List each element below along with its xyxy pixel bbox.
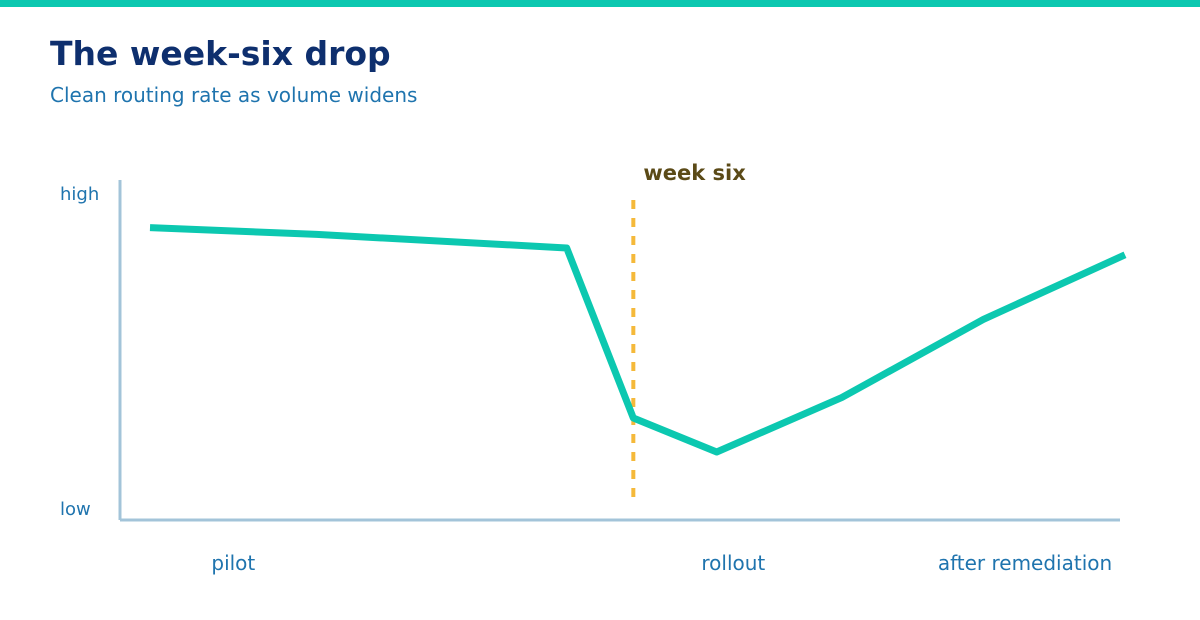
series-line	[149, 224, 1127, 456]
week-six-annotation: week six	[643, 161, 746, 185]
page-title: The week-six drop	[50, 34, 391, 73]
top-accent-bar	[0, 0, 1200, 7]
x-tick-label: pilot	[211, 551, 255, 575]
y-axis-label-low: low	[60, 499, 91, 520]
x-tick-label: rollout	[701, 551, 765, 575]
page-subtitle: Clean routing rate as volume widens	[50, 83, 418, 107]
x-tick-labels: pilot rollout after remediation	[211, 551, 1112, 575]
x-tick-label: after remediation	[938, 551, 1112, 575]
y-axis-label-high: high	[60, 184, 99, 205]
